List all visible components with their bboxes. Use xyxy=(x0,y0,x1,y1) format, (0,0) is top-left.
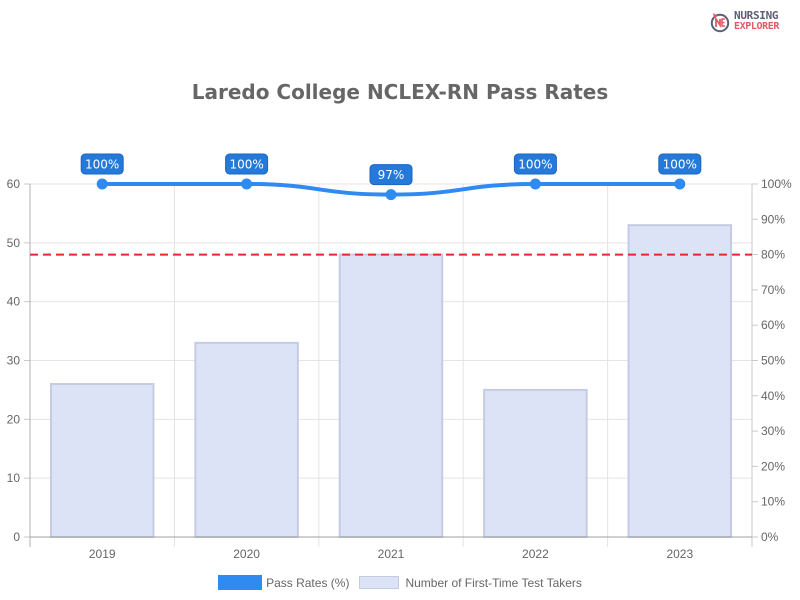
chart-title: Laredo College NCLEX-RN Pass Rates xyxy=(191,80,609,104)
right-axis-tick: 50% xyxy=(761,354,785,368)
line-point-2020 xyxy=(241,178,253,190)
x-axis-tick: 2023 xyxy=(666,547,693,561)
legend-item-pass-rates[interactable]: Pass Rates (%) xyxy=(218,575,349,590)
data-labels: 100% 100% 97% 100% 100% xyxy=(80,153,702,186)
bar-2020 xyxy=(194,341,299,538)
data-label: 97% xyxy=(378,168,405,182)
x-axis-tick: 2020 xyxy=(233,547,260,561)
legend-swatch-bar xyxy=(359,576,400,589)
bar-2021 xyxy=(338,253,444,538)
bar-series xyxy=(49,224,733,539)
right-axis-tick: 90% xyxy=(761,212,785,226)
bar-2023 xyxy=(627,224,733,539)
legend-label: Pass Rates (%) xyxy=(266,575,350,590)
right-axis-tick: 60% xyxy=(761,318,785,332)
x-axis-tick: 2022 xyxy=(522,547,549,561)
bar-2022 xyxy=(483,388,588,538)
x-axis-tick: 2019 xyxy=(89,547,116,561)
line-point-2023 xyxy=(674,178,686,190)
bar-2019 xyxy=(49,383,155,538)
left-axis-tick: 30 xyxy=(7,354,21,368)
axes: 0 10 20 30 40 50 60 0% 10% 20% 30% 40% 50% 60% 70% 80% 9… xyxy=(7,177,792,561)
data-label: 100% xyxy=(663,158,697,172)
right-axis-tick: 40% xyxy=(761,389,785,403)
right-axis-tick: 20% xyxy=(761,459,785,473)
nursing-explorer-logo-icon xyxy=(710,13,730,33)
left-axis-tick: 0 xyxy=(13,530,20,544)
logo-line1: NURSING xyxy=(734,9,779,22)
line-series xyxy=(96,178,686,201)
logo-line2: EXPLORER xyxy=(734,21,779,32)
line-point-2021 xyxy=(385,189,397,201)
legend-label: Number of First-Time Test Takers xyxy=(405,575,582,590)
line-point-2019 xyxy=(96,178,108,190)
nursing-explorer-logo[interactable]: NURSING EXPLORER xyxy=(710,9,796,35)
legend-swatch-line xyxy=(218,575,263,590)
left-axis-tick: 10 xyxy=(7,471,21,485)
left-axis-tick: 60 xyxy=(7,177,21,191)
right-axis-tick: 70% xyxy=(761,283,785,297)
x-axis-tick: 2021 xyxy=(378,547,405,561)
left-axis-tick: 40 xyxy=(7,295,21,309)
data-label: 100% xyxy=(85,158,119,172)
legend-item-test-takers[interactable]: Number of First-Time Test Takers xyxy=(359,575,582,590)
data-label: 100% xyxy=(229,158,263,172)
left-axis-tick: 20 xyxy=(7,412,21,426)
data-label: 100% xyxy=(518,158,552,172)
right-axis-tick: 10% xyxy=(761,495,785,509)
left-axis-tick: 50 xyxy=(7,236,21,250)
right-axis-tick: 0% xyxy=(761,530,779,544)
line-point-2022 xyxy=(529,178,541,190)
legend: Pass Rates (%) Number of First-Time Test… xyxy=(0,575,800,590)
right-axis-tick: 30% xyxy=(761,424,785,438)
right-axis-tick: 80% xyxy=(761,248,785,262)
right-axis-tick: 100% xyxy=(761,177,792,191)
